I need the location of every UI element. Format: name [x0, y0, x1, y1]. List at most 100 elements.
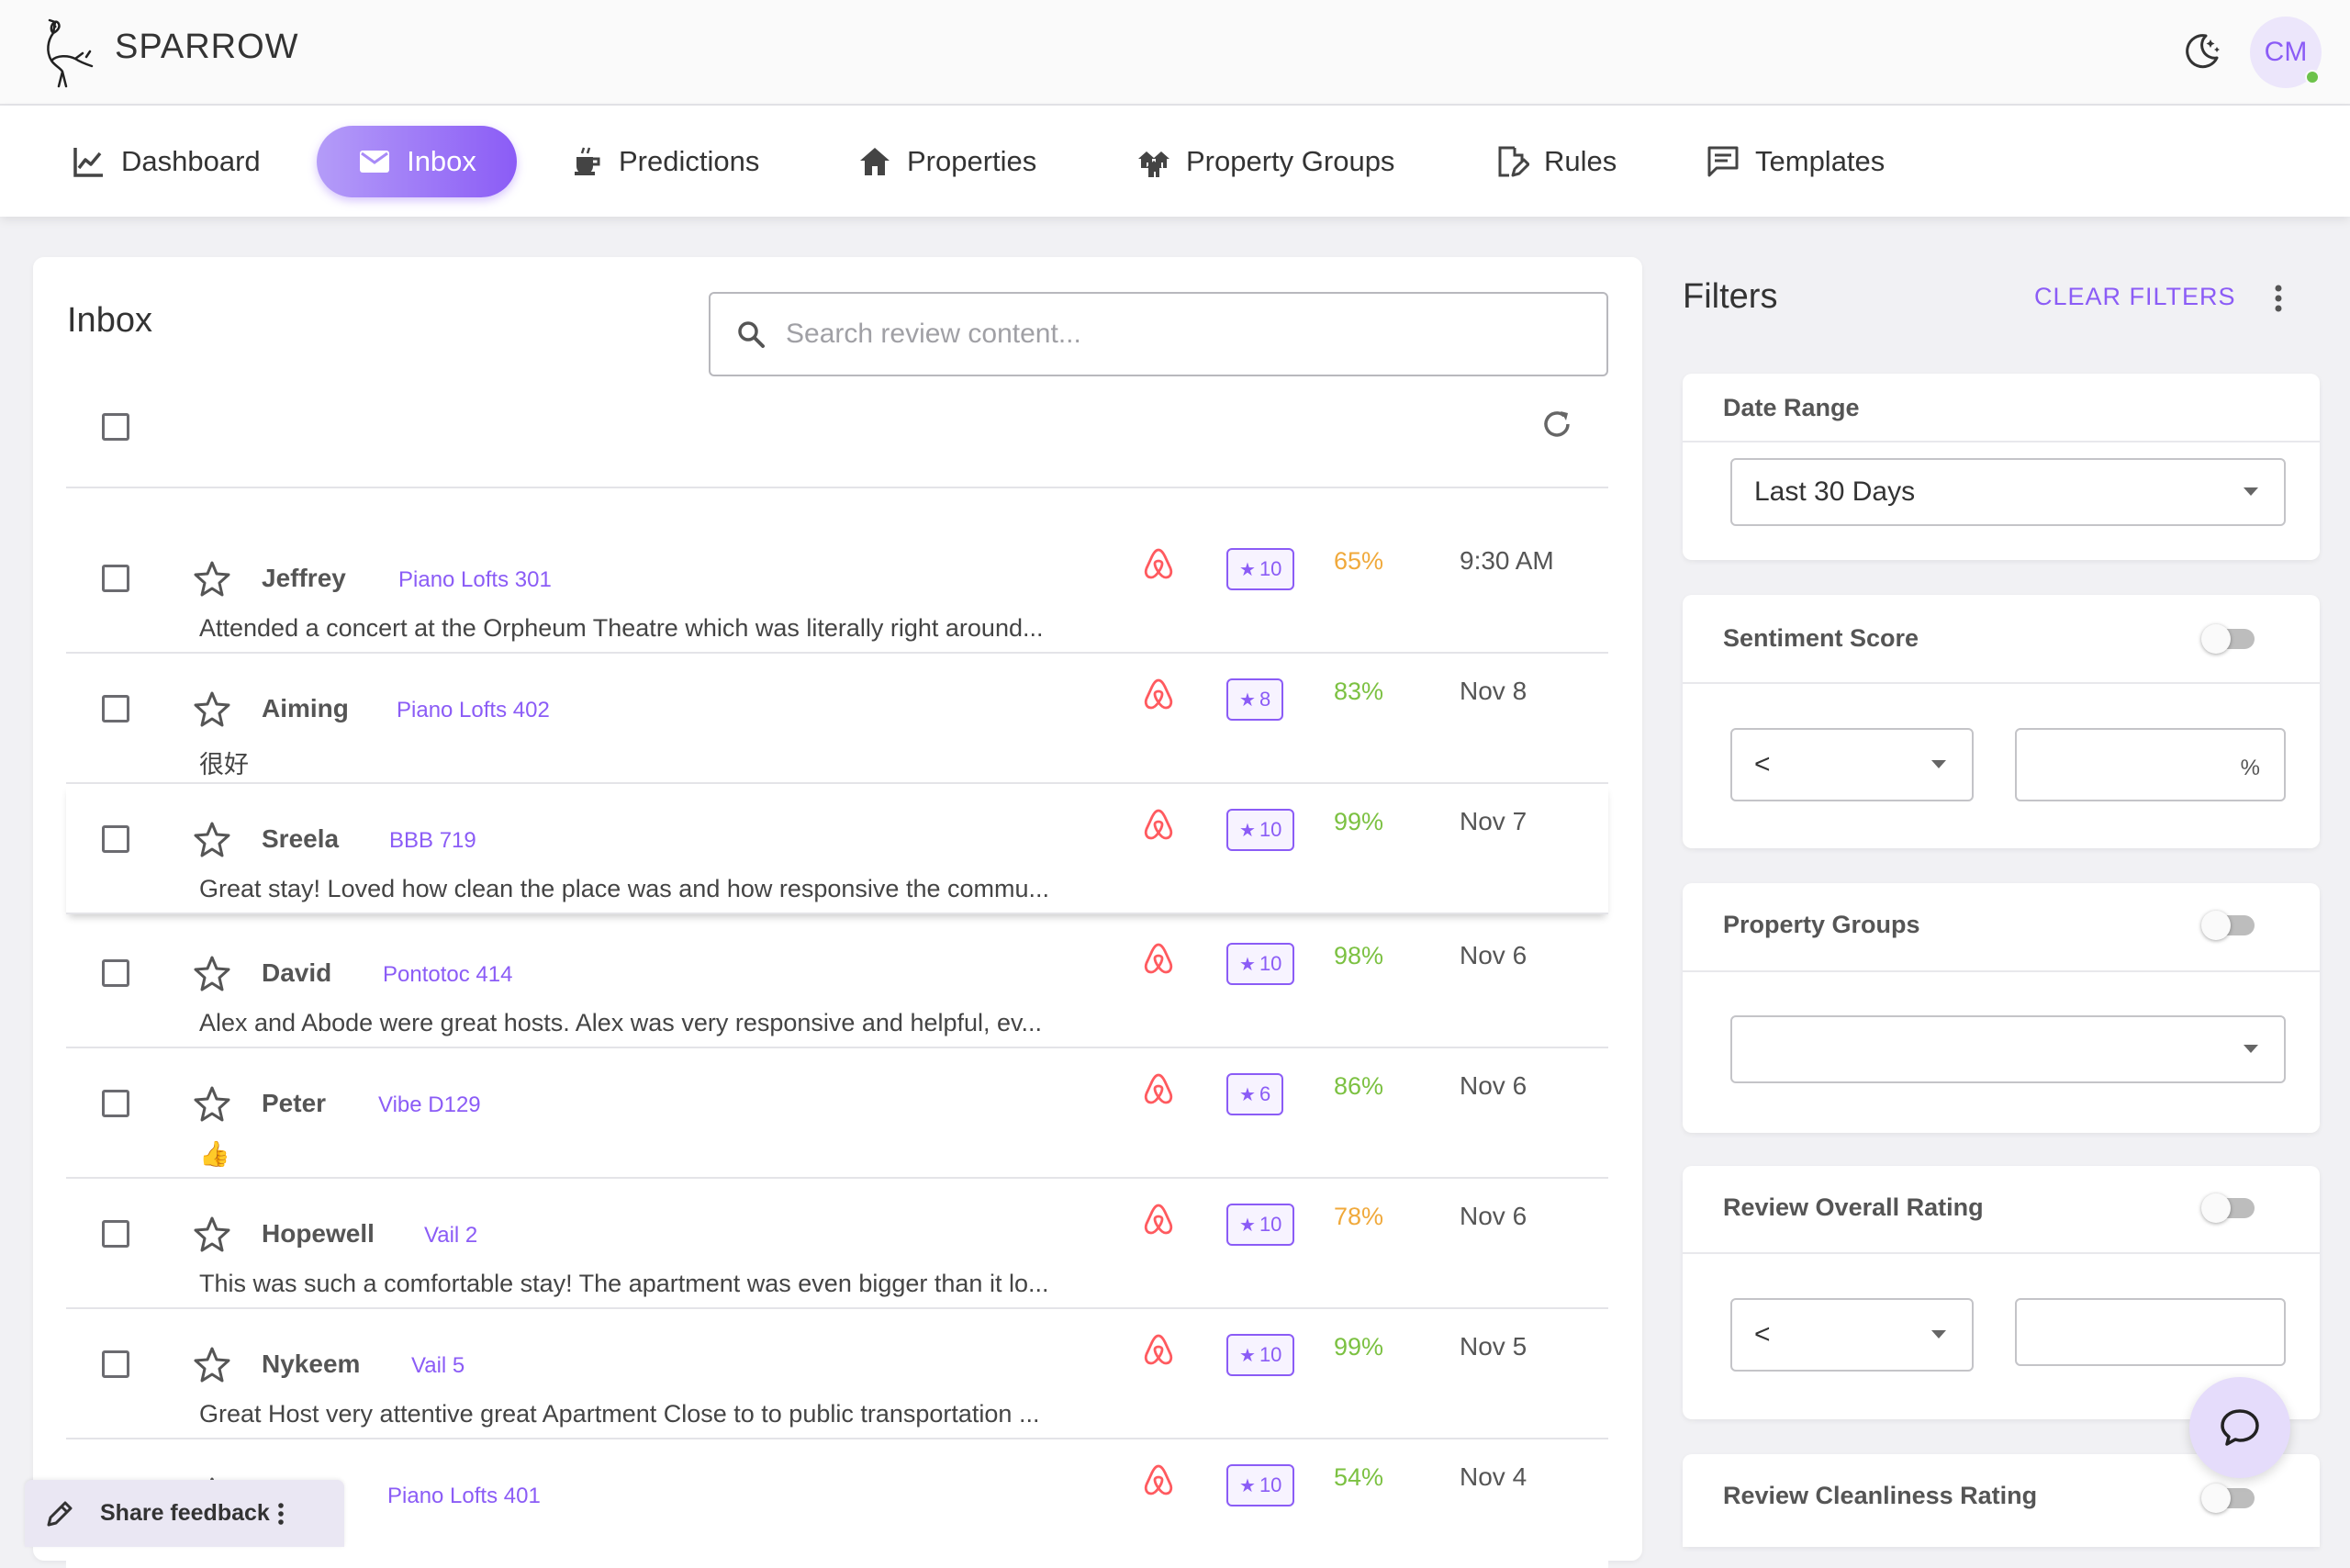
search-box[interactable]: [709, 292, 1608, 376]
nav-predictions[interactable]: Predictions: [551, 126, 778, 197]
cleanliness-rating-toggle[interactable]: [2201, 1484, 2256, 1513]
table-row[interactable]: Peter Vibe D129 👍 ★ 6 86% Nov 6: [66, 1048, 1608, 1179]
rating-badge: ★ 10: [1226, 1464, 1295, 1506]
row-checkbox[interactable]: [102, 1350, 129, 1378]
review-date: Nov 4: [1460, 1462, 1528, 1491]
review-date: Nov 6: [1460, 1202, 1528, 1230]
review-snippet: This was such a comfortable stay! The ap…: [199, 1270, 1049, 1297]
property-groups-title: Property Groups: [1723, 911, 1920, 938]
property-link[interactable]: BBB 719: [389, 828, 476, 853]
star-icon[interactable]: [193, 689, 231, 728]
filter-divider: [1683, 682, 2320, 684]
property-link[interactable]: Piano Lofts 401: [387, 1484, 541, 1508]
filter-divider: [1683, 441, 2320, 442]
table-row[interactable]: Jeffrey Piano Lofts 301 Attended a concert…: [66, 523, 1608, 654]
star-icon[interactable]: [193, 1215, 231, 1253]
star-filled-icon: ★: [1239, 1215, 1256, 1236]
review-snippet: 👍: [199, 1140, 230, 1168]
table-row[interactable]: Aiming Piano Lofts 402 很好 ★ 8 83% Nov 8: [66, 654, 1608, 784]
property-link[interactable]: Vail 5: [411, 1353, 465, 1378]
share-feedback-label: Share feedback: [100, 1500, 270, 1526]
star-filled-icon: ★: [1239, 1084, 1256, 1105]
rules-edit-icon: [1498, 146, 1529, 177]
date-range-select[interactable]: Last 30 Days: [1730, 458, 2286, 526]
mail-icon: [360, 151, 390, 173]
sentiment-score: 99%: [1334, 808, 1384, 835]
table-row[interactable]: David Pontotoc 414 Alex and Abode were gre…: [66, 918, 1608, 1048]
star-filled-icon: ★: [1239, 1475, 1256, 1496]
property-link[interactable]: Piano Lofts 301: [398, 567, 552, 592]
rating-value: 8: [1259, 688, 1271, 711]
guest-name: Aiming: [262, 694, 349, 722]
star-filled-icon: ★: [1239, 954, 1256, 975]
nav-templates-label: Templates: [1755, 145, 1886, 177]
sentiment-score-toggle[interactable]: [2201, 624, 2256, 654]
rating-value: 10: [1259, 1473, 1282, 1496]
chevron-down-icon: [1931, 760, 1946, 768]
sparrow-logo-icon[interactable]: [35, 15, 99, 88]
review-date: Nov 6: [1460, 1071, 1528, 1100]
sentiment-score-filter: Sentiment Score < %: [1683, 595, 2320, 848]
row-checkbox[interactable]: [102, 695, 129, 722]
rating-value: 10: [1259, 818, 1282, 841]
review-snippet: Great stay! Loved how clean the place wa…: [199, 875, 1050, 902]
chevron-down-icon: [1931, 1330, 1946, 1338]
star-icon[interactable]: [193, 954, 231, 992]
clear-filters-button[interactable]: CLEAR FILTERS: [2034, 283, 2236, 310]
nav-rules[interactable]: Rules: [1476, 126, 1635, 197]
main-nav: Dashboard Inbox Predictions Properties P…: [0, 106, 2350, 217]
nav-property-groups[interactable]: Property Groups: [1118, 126, 1413, 197]
rating-value: 10: [1259, 557, 1282, 580]
row-checkbox[interactable]: [102, 1220, 129, 1248]
table-row[interactable]: Sreela BBB 719 Great stay! Loved how clean…: [66, 784, 1608, 914]
overall-rating-title: Review Overall Rating: [1723, 1193, 1984, 1221]
nav-templates[interactable]: Templates: [1687, 126, 1903, 197]
chat-button[interactable]: [2189, 1377, 2290, 1478]
share-feedback-bar[interactable]: Share feedback: [25, 1480, 344, 1547]
refresh-icon[interactable]: [1539, 406, 1575, 442]
sentiment-value-field[interactable]: %: [2015, 728, 2286, 801]
row-checkbox[interactable]: [102, 959, 129, 987]
overall-rating-operator-select[interactable]: <: [1730, 1298, 1974, 1372]
table-row[interactable]: Nykeem Vail 5 Great Host very attentive gr…: [66, 1309, 1608, 1439]
guest-name: David: [262, 958, 332, 987]
chevron-down-icon: [2244, 487, 2258, 496]
row-checkbox[interactable]: [102, 825, 129, 853]
star-icon[interactable]: [193, 559, 231, 598]
table-row[interactable]: Hopewell Vail 2 This was such a comfortabl…: [66, 1179, 1608, 1309]
airbnb-icon: [1144, 809, 1173, 840]
star-filled-icon: ★: [1239, 689, 1256, 711]
overall-rating-toggle[interactable]: [2201, 1193, 2256, 1223]
airbnb-icon: [1144, 1464, 1173, 1495]
property-groups-select[interactable]: [1730, 1015, 2286, 1083]
user-avatar[interactable]: CM: [2250, 17, 2322, 88]
select-all-checkbox[interactable]: [102, 413, 129, 441]
property-link[interactable]: Vail 2: [424, 1223, 478, 1248]
overall-rating-value-field[interactable]: [2015, 1298, 2286, 1366]
nav-inbox[interactable]: Inbox: [317, 126, 517, 197]
sentiment-score: 83%: [1334, 678, 1384, 705]
property-link[interactable]: Vibe D129: [378, 1092, 481, 1117]
crystal-ball-icon: [575, 147, 600, 175]
rating-badge: ★ 10: [1226, 1204, 1295, 1246]
nav-properties[interactable]: Properties: [839, 126, 1055, 197]
row-checkbox[interactable]: [102, 1090, 129, 1117]
top-bar: SPARROW CM: [0, 0, 2350, 106]
filters-more-icon[interactable]: [2269, 281, 2288, 316]
brand-name: SPARROW: [115, 28, 299, 66]
sentiment-operator-select[interactable]: <: [1730, 728, 1974, 801]
star-filled-icon: ★: [1239, 820, 1256, 841]
rating-value: 10: [1259, 952, 1282, 975]
feedback-more-icon[interactable]: [276, 1502, 285, 1526]
search-input[interactable]: [786, 319, 1520, 350]
property-link[interactable]: Piano Lofts 402: [397, 698, 550, 722]
nav-dashboard[interactable]: Dashboard: [53, 126, 279, 197]
row-checkbox[interactable]: [102, 565, 129, 592]
star-icon[interactable]: [193, 1345, 231, 1383]
star-icon[interactable]: [193, 820, 231, 858]
sentiment-score: 99%: [1334, 1333, 1384, 1361]
property-link[interactable]: Pontotoc 414: [383, 962, 513, 987]
star-icon[interactable]: [193, 1084, 231, 1123]
dark-mode-toggle-icon[interactable]: [2180, 30, 2222, 73]
property-groups-toggle[interactable]: [2201, 911, 2256, 940]
